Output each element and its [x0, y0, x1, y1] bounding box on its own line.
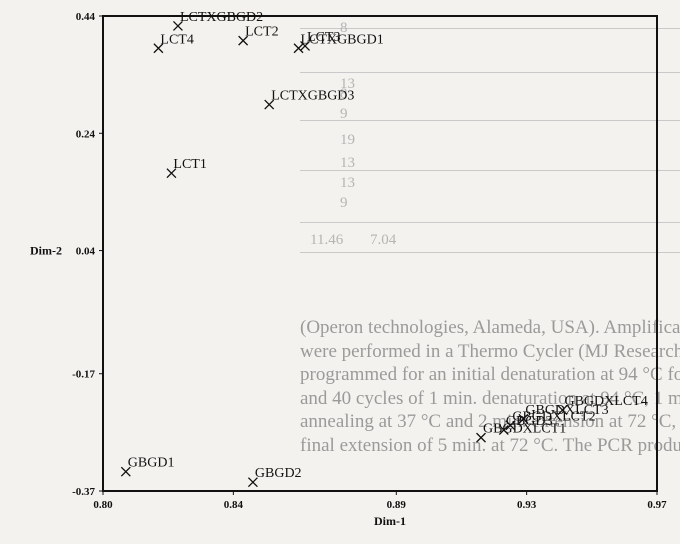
point-label: LCT2: [245, 25, 278, 40]
background-cell: 8: [340, 20, 348, 36]
background-table: 8 13 8 9 19 13 13 9 11.46 7.04: [300, 0, 680, 300]
point-marker: [247, 477, 258, 488]
x-tick-label: 0.97: [647, 499, 667, 511]
point-marker: [166, 168, 177, 179]
point-marker: [264, 99, 275, 110]
y-axis-label: Dim-2: [30, 244, 62, 258]
y-tick-label: 0.04: [76, 246, 96, 258]
x-tick-label: 0.80: [93, 499, 113, 511]
point-marker: [293, 43, 304, 54]
x-tick-label: 0.84: [224, 499, 244, 511]
background-cell: 13: [340, 76, 355, 92]
point-label: GBGDXLCT1: [483, 422, 566, 437]
point-marker: [238, 35, 249, 46]
point-label: GBGDXLCT4: [564, 394, 647, 409]
point-marker: [120, 466, 131, 477]
data-point: GBGD2: [247, 466, 302, 488]
y-tick-label: 0.24: [76, 128, 96, 140]
point-label: GBGD3: [506, 414, 553, 429]
data-point: LCTXGBGD1: [293, 32, 384, 54]
x-axis-label: Dim-1: [374, 514, 406, 528]
point-label: LCT3: [307, 30, 340, 45]
point-label: GBGDXLCT3: [525, 403, 608, 418]
background-cell: 9: [340, 195, 348, 211]
data-point: GBGDXLCT1: [476, 422, 566, 443]
data-point: GBGD1: [120, 456, 175, 477]
data-point: GBGD3: [498, 414, 553, 435]
background-line: were performed in a Thermo Cycler (MJ Re…: [300, 340, 680, 362]
plot-area: [102, 15, 658, 492]
data-point: LCT3: [300, 30, 341, 51]
point-label: LCTXGBGD2: [180, 10, 263, 25]
x-tick-label: 0.89: [387, 499, 407, 511]
point-marker: [505, 420, 516, 431]
point-label: GBGDXLCT2: [512, 409, 595, 424]
point-label: LCT4: [160, 32, 193, 47]
data-point: LCT1: [166, 157, 207, 179]
background-cell: 13: [340, 155, 355, 171]
data-point: GBGDXLCT2: [505, 409, 596, 431]
point-marker: [557, 405, 568, 416]
x-axis-ticks: 0.80 0.84 0.89 0.93 0.97: [93, 491, 667, 511]
point-label: LCTXGBGD1: [301, 32, 384, 47]
background-line: annealing at 37 °C and 2 min. extension …: [300, 411, 680, 432]
data-point: LCTXGBGD2: [172, 10, 263, 31]
point-marker: [476, 432, 486, 443]
y-axis-ticks: 0.44 0.24 0.04 -0.17 -0.37: [72, 11, 103, 498]
point-label: GBGD1: [128, 456, 175, 471]
background-paragraph: (Operon technologies, Alameda, USA). Amp…: [300, 316, 680, 457]
background-line: final extension of 5 min. at 72 °C. The …: [300, 434, 680, 456]
y-tick-label: -0.37: [72, 486, 95, 498]
background-line: programmed for an initial denaturation a…: [300, 364, 680, 385]
point-marker: [498, 425, 509, 435]
point-label: LCT1: [173, 157, 206, 172]
y-tick-label: 0.44: [76, 11, 96, 23]
point-label: GBGD2: [255, 466, 302, 481]
data-point: LCTXGBGD3: [264, 89, 354, 110]
background-cell: 11.46: [310, 232, 344, 248]
background-cell: 7.04: [370, 232, 397, 248]
background-line: and 40 cycles of 1 min. denaturation at …: [300, 387, 680, 409]
data-point: GBGDXLCT4: [557, 394, 648, 416]
point-marker: [172, 21, 183, 31]
point-marker: [153, 43, 164, 54]
x-tick-label: 0.93: [517, 499, 537, 511]
point-label: LCTXGBGD3: [271, 89, 354, 104]
background-cell: 13: [340, 175, 355, 191]
point-marker: [300, 40, 311, 51]
point-marker: [518, 413, 529, 424]
y-tick-label: -0.17: [72, 369, 95, 381]
data-point: LCT2: [238, 25, 279, 46]
background-line: (Operon technologies, Alameda, USA). Amp…: [300, 317, 680, 338]
background-cell: 8: [340, 86, 348, 102]
background-cell: 19: [340, 132, 355, 148]
data-point: LCT4: [153, 32, 194, 54]
data-point: GBGDXLCT3: [518, 403, 609, 424]
background-cell: 9: [340, 106, 348, 122]
